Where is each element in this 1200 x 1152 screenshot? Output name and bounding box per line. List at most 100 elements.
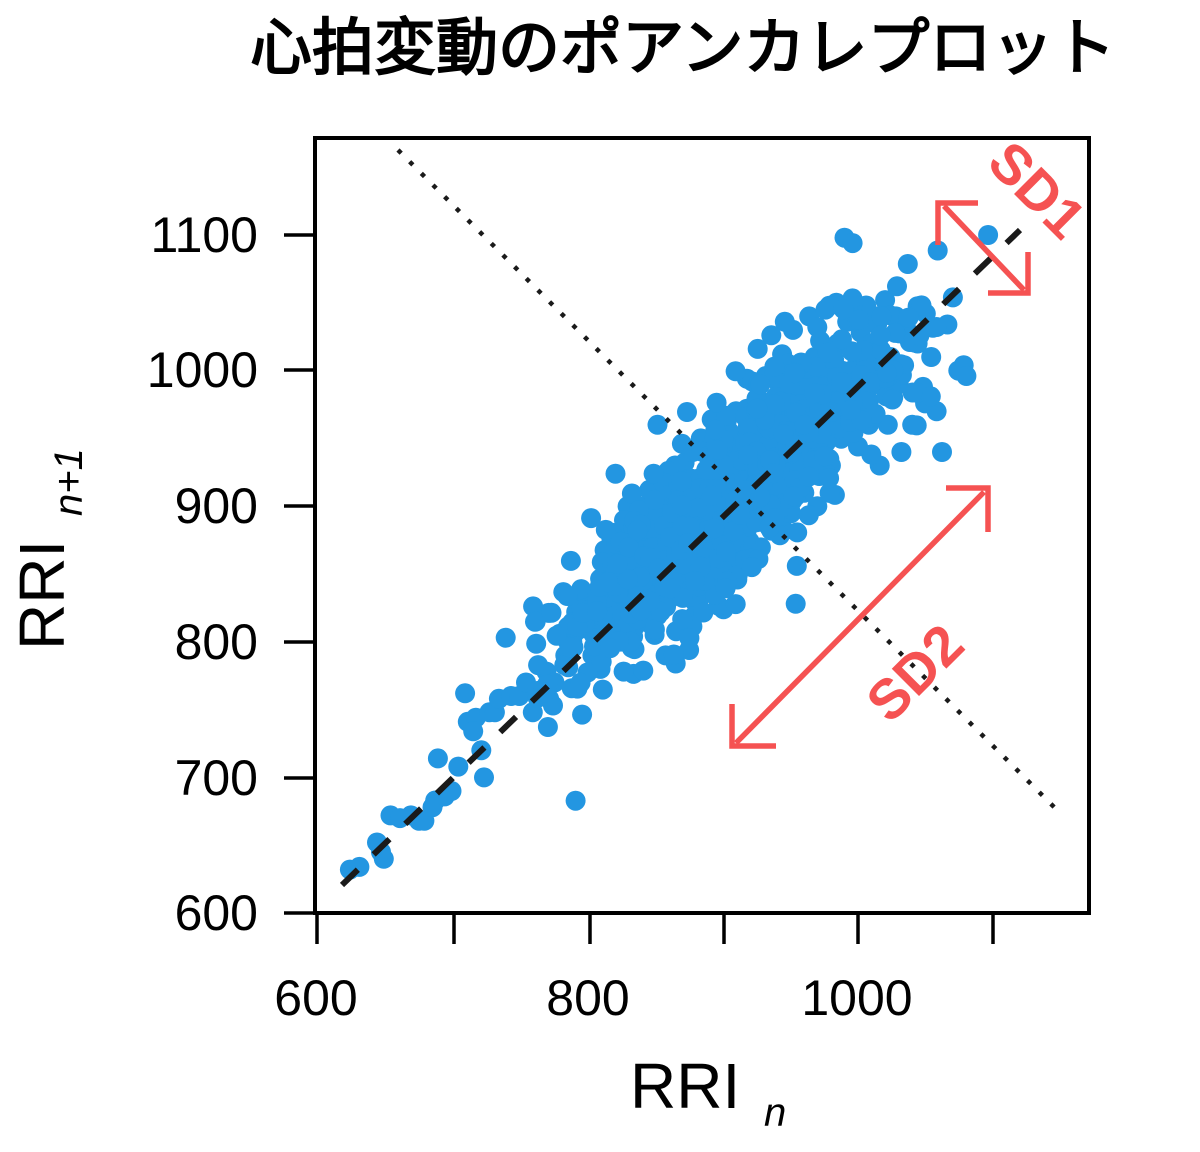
data-point — [794, 414, 815, 435]
data-point — [840, 400, 861, 420]
x-tick-label: 600 — [274, 970, 357, 1026]
data-point — [741, 557, 762, 578]
data-point — [613, 661, 634, 682]
data-point — [618, 537, 639, 558]
sd2-arrow — [729, 485, 991, 749]
data-point — [672, 609, 693, 630]
data-point — [798, 466, 819, 487]
data-point — [785, 593, 806, 614]
data-point — [774, 311, 795, 332]
data-point — [764, 356, 785, 377]
data-point — [882, 389, 903, 410]
sd1-arrow — [935, 200, 1031, 296]
data-point — [546, 625, 567, 646]
data-point — [787, 522, 808, 543]
data-point — [804, 383, 825, 404]
data-point — [560, 550, 581, 571]
svg-text:n+1: n+1 — [47, 448, 91, 516]
data-point — [871, 306, 892, 327]
data-point — [587, 601, 608, 622]
data-point — [696, 459, 717, 480]
data-point — [783, 486, 804, 507]
data-point — [902, 382, 923, 403]
data-point — [735, 480, 756, 501]
data-point — [704, 518, 725, 539]
data-point — [891, 442, 912, 462]
data-point — [725, 361, 746, 382]
data-point — [427, 748, 448, 769]
data-point — [747, 398, 768, 419]
data-point — [860, 372, 880, 393]
data-point — [761, 325, 782, 346]
scatter-points — [339, 225, 999, 880]
y-tick-label: 900 — [175, 478, 258, 534]
data-point — [371, 842, 391, 862]
x-axis-label: RRI n — [630, 1050, 786, 1135]
data-point — [627, 520, 648, 541]
x-tick-label: 1000 — [801, 970, 912, 1026]
svg-text:n: n — [764, 1091, 786, 1135]
data-point — [723, 521, 744, 542]
data-point — [523, 596, 544, 617]
data-point — [560, 637, 581, 658]
data-point — [798, 505, 819, 526]
data-point — [455, 683, 476, 704]
data-point — [671, 471, 692, 492]
data-point — [887, 276, 907, 297]
data-point — [911, 295, 932, 316]
data-point — [663, 644, 684, 665]
plot-frame — [313, 136, 1091, 915]
data-point — [565, 790, 586, 811]
data-point — [617, 569, 638, 590]
data-point — [448, 756, 469, 777]
y-tick-label: 1100 — [150, 207, 258, 263]
data-point — [526, 633, 547, 654]
data-point — [926, 317, 947, 337]
data-point — [814, 446, 835, 467]
data-point — [764, 394, 785, 415]
data-point — [861, 444, 882, 465]
data-point — [978, 225, 999, 245]
data-point — [870, 325, 891, 346]
data-point — [592, 679, 613, 700]
y-tick-label: 1000 — [147, 342, 258, 398]
data-point — [660, 578, 681, 599]
data-point — [763, 463, 784, 484]
data-point — [706, 392, 727, 413]
data-point — [920, 386, 941, 407]
data-point — [495, 627, 516, 648]
data-point — [707, 439, 728, 460]
x-axis — [315, 913, 995, 944]
data-point — [643, 463, 664, 484]
data-point — [679, 640, 700, 660]
data-point — [584, 636, 604, 657]
data-point — [705, 419, 726, 440]
data-point — [474, 767, 494, 788]
data-point — [607, 554, 628, 574]
y-tick-labels: 1100 1000 900 800 700 600 — [147, 207, 258, 941]
data-point — [701, 485, 722, 506]
data-point — [906, 415, 927, 436]
data-point — [647, 414, 668, 435]
data-point — [750, 374, 771, 395]
data-point — [714, 455, 734, 476]
data-point — [898, 307, 919, 328]
data-point — [842, 233, 863, 254]
data-point — [725, 594, 746, 615]
data-point — [932, 442, 952, 462]
data-point — [738, 445, 758, 465]
x-tick-labels: 600 800 1000 — [274, 970, 912, 1026]
svg-text:RRI: RRI — [6, 540, 78, 650]
data-point — [525, 611, 546, 632]
data-point — [764, 508, 785, 529]
data-point — [921, 347, 942, 367]
data-point — [557, 586, 578, 606]
data-point — [784, 363, 805, 384]
data-point — [679, 516, 700, 537]
data-point — [877, 363, 897, 383]
data-point — [831, 372, 852, 393]
data-point — [819, 468, 840, 489]
data-point — [807, 317, 828, 338]
data-point — [537, 717, 558, 737]
